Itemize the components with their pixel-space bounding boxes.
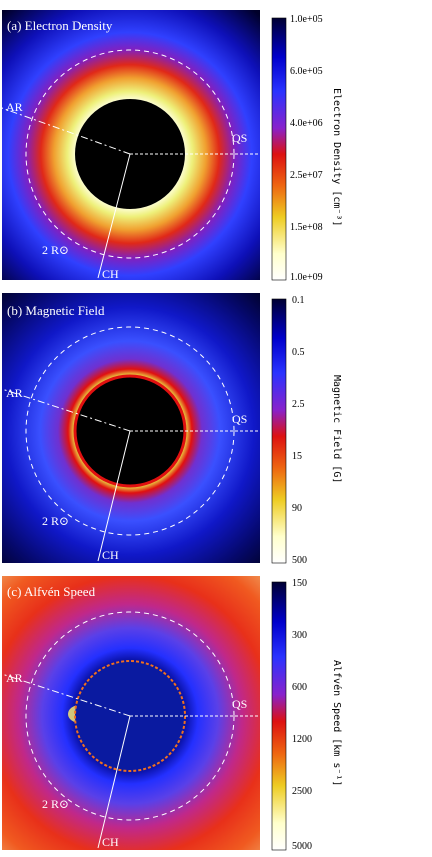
label-ar: AR — [6, 100, 23, 114]
cb-tick: 1.0e+09 — [290, 272, 323, 283]
cb-tick: 150 — [292, 578, 307, 589]
label-radius: 2 R⊙ — [42, 514, 69, 528]
colorbar-label: Alfvén Speed [km s⁻¹] — [331, 660, 343, 786]
label-radius: 2 R⊙ — [42, 243, 69, 257]
panel-title: (b) Magnetic Field — [7, 303, 105, 318]
label-qs: QS — [232, 412, 247, 426]
colorbar-label: Magnetic Field [G] — [331, 375, 342, 483]
cb-tick: 0.5 — [292, 347, 305, 358]
cb-tick: 1.0e+05 — [290, 14, 323, 25]
two-radii-circle — [25, 49, 235, 259]
panel-title: (a) Electron Density — [7, 18, 113, 33]
cb-tick: 6.0e+05 — [290, 66, 323, 77]
cb-tick: 300 — [292, 630, 307, 641]
cb-tick: 600 — [292, 682, 307, 693]
label-radius: 2 R⊙ — [42, 797, 69, 811]
colorbar-ticks: 1.0e+05 6.0e+05 4.0e+06 2.5e+07 1.5e+08 … — [290, 14, 323, 283]
colorbar — [271, 581, 287, 851]
label-ch: CH — [102, 267, 119, 281]
colorbar-label: Electron Density [cm⁻³] — [331, 88, 342, 226]
cb-tick: 5000 — [292, 841, 312, 852]
label-ar: AR — [6, 386, 23, 400]
ch-line — [97, 715, 131, 849]
cb-tick: 2500 — [292, 786, 312, 797]
label-ar: AR — [6, 671, 23, 685]
label-qs: QS — [232, 131, 247, 145]
label-ch: CH — [102, 548, 119, 562]
panel-title: (c) Alfvén Speed — [7, 584, 96, 599]
field-map-svg: (b) Magnetic Field AR QS CH 2 R⊙ 0.1 0.5… — [1, 293, 342, 566]
colorbar-ticks: 0.1 0.5 2.5 15 90 500 — [292, 295, 307, 566]
cb-tick: 2.5e+07 — [290, 170, 323, 181]
cb-tick: 500 — [292, 555, 307, 566]
panel-alfven-speed: (c) Alfvén Speed AR QS CH 2 R⊙ 150 300 6… — [0, 574, 432, 856]
panel-electron-density: (a) Electron Density AR QS CH 2 R⊙ 1.0e+… — [0, 8, 432, 290]
label-qs: QS — [232, 697, 247, 711]
ch-line — [97, 430, 131, 562]
two-radii-circle — [25, 326, 235, 536]
cb-tick: 0.1 — [292, 295, 305, 306]
cb-tick: 1200 — [292, 734, 312, 745]
cb-tick: 90 — [292, 503, 302, 514]
two-radii-circle — [25, 611, 235, 821]
cb-tick: 4.0e+06 — [290, 118, 323, 129]
ch-line — [97, 153, 131, 279]
cb-tick: 1.5e+08 — [290, 222, 323, 233]
colorbar-ticks: 150 300 600 1200 2500 5000 — [292, 578, 312, 852]
cb-tick: 2.5 — [292, 399, 305, 410]
density-map-svg: (a) Electron Density AR QS CH 2 R⊙ 1.0e+… — [1, 10, 342, 283]
cb-tick: 15 — [292, 451, 302, 462]
panel-magnetic-field: (b) Magnetic Field AR QS CH 2 R⊙ 0.1 0.5… — [0, 291, 432, 573]
label-ch: CH — [102, 835, 119, 849]
speed-map-svg: (c) Alfvén Speed AR QS CH 2 R⊙ 150 300 6… — [1, 576, 343, 852]
colorbar — [271, 17, 287, 281]
colorbar — [271, 298, 287, 564]
